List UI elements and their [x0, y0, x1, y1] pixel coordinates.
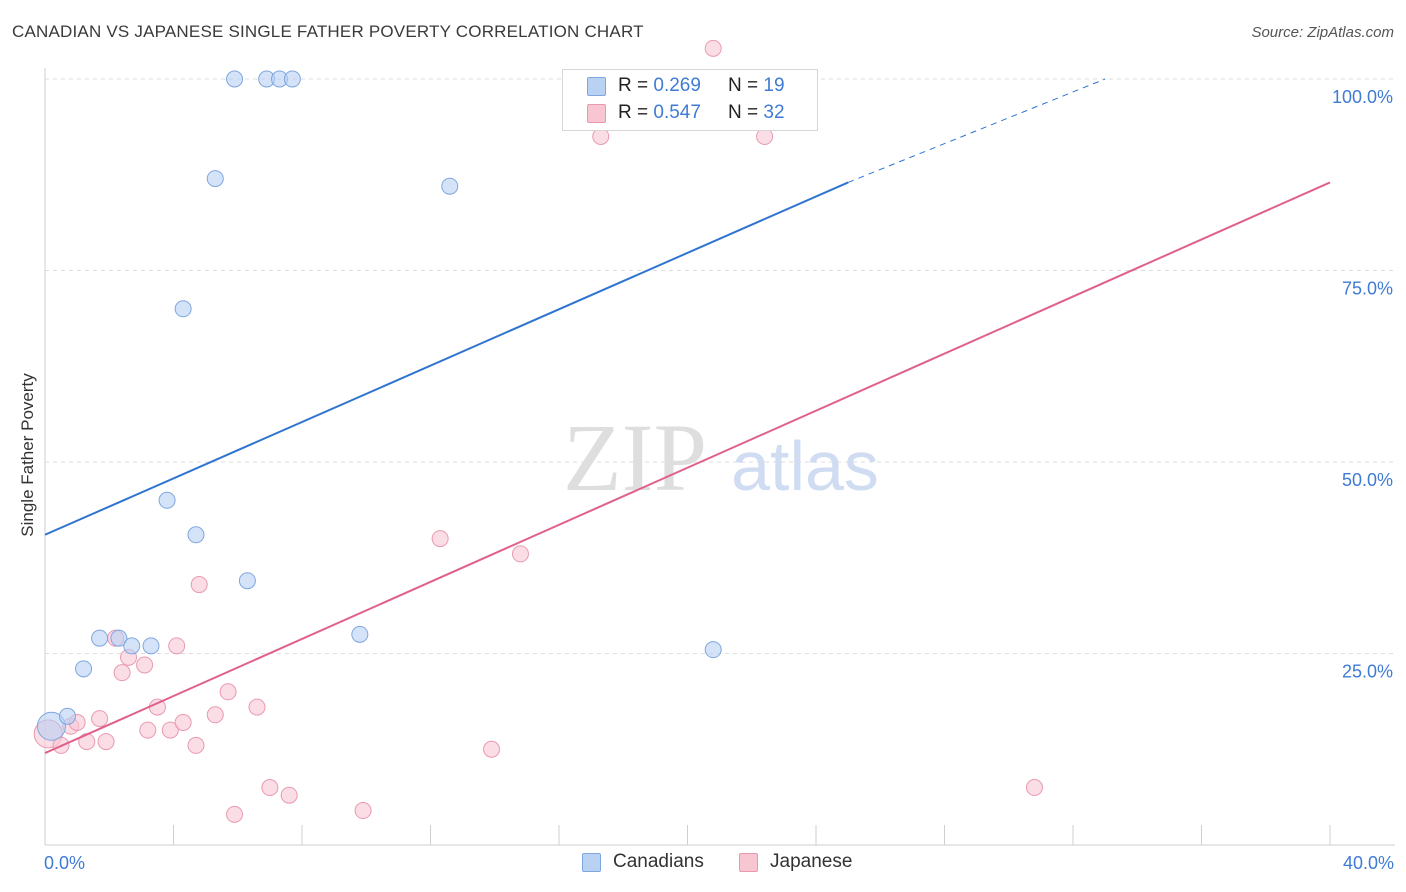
- series-legend: Canadians Japanese: [0, 851, 1406, 877]
- japanese-points: [33, 39, 1043, 823]
- japanese-point: [704, 39, 722, 57]
- source-credit: Source: ZipAtlas.com: [1251, 24, 1394, 41]
- japanese-swatch: [739, 852, 758, 872]
- legend-r-value: 0.547: [653, 102, 701, 123]
- stats-legend: R = 0.269 N = 19 R = 0.547 N = 32: [562, 69, 818, 131]
- japanese-point: [187, 736, 205, 754]
- legend-n-value: 19: [763, 75, 785, 96]
- legend-r-label: R =: [618, 75, 649, 96]
- grid-lines: [45, 78, 1395, 654]
- japanese-point: [431, 530, 449, 548]
- japanese-point: [248, 698, 266, 716]
- legend-r-label: R =: [618, 102, 649, 123]
- x-tick-min: 0.0%: [44, 853, 86, 873]
- x-tick-max: 40.0%: [1342, 853, 1394, 873]
- canadians-trend-extension: [847, 78, 1106, 183]
- japanese-trend-line: [44, 181, 1331, 754]
- japanese-point: [113, 664, 131, 682]
- japanese-point: [97, 733, 115, 751]
- japanese-point: [280, 786, 298, 804]
- japanese-point: [483, 740, 501, 758]
- canadians-trend-line: [44, 181, 849, 536]
- canadians-swatch: [587, 76, 606, 96]
- y-tick-label: 100.0%: [1332, 87, 1393, 107]
- canadian-point: [110, 629, 128, 647]
- canadian-points: [36, 70, 722, 741]
- legend-n-label: N =: [728, 102, 759, 123]
- japanese-point: [226, 805, 244, 823]
- canadian-point: [283, 70, 301, 88]
- canadian-point: [158, 491, 176, 509]
- y-tick-label: 75.0%: [1342, 279, 1393, 299]
- chart-title: CANADIAN VS JAPANESE SINGLE FATHER POVER…: [12, 22, 644, 41]
- japanese-point: [206, 706, 224, 724]
- trend-lines: [44, 78, 1331, 754]
- canadian-point: [351, 625, 369, 643]
- watermark-atlas: atlas: [731, 427, 879, 505]
- legend-n-value: 32: [763, 102, 785, 123]
- canadian-point: [75, 660, 93, 678]
- legend-item-japanese[interactable]: Japanese: [739, 851, 852, 873]
- canadian-point: [36, 711, 66, 741]
- japanese-point: [1025, 779, 1043, 797]
- canadians-swatch: [582, 852, 601, 872]
- y-tick-label: 50.0%: [1342, 470, 1393, 490]
- y-axis-label: Single Father Poverty: [18, 373, 37, 537]
- japanese-point: [261, 779, 279, 797]
- canadian-point: [174, 300, 192, 318]
- canadian-point: [187, 526, 205, 544]
- y-tick-labels: 25.0% 50.0% 75.0% 100.0%: [1332, 87, 1393, 682]
- canadian-point: [238, 572, 256, 590]
- japanese-point: [91, 710, 109, 728]
- legend-r-value: 0.269: [653, 75, 701, 96]
- canadian-point: [123, 637, 141, 655]
- watermark-zip: ZIP: [563, 404, 707, 511]
- japanese-point: [139, 721, 157, 739]
- legend-label-canadians: Canadians: [613, 851, 704, 872]
- japanese-point: [136, 656, 154, 674]
- y-tick-label: 25.0%: [1342, 662, 1393, 682]
- legend-n-label: N =: [728, 75, 759, 96]
- japanese-point: [190, 576, 208, 594]
- japanese-point: [168, 637, 186, 655]
- legend-label-japanese: Japanese: [770, 851, 853, 872]
- canadian-point: [58, 707, 76, 725]
- canadian-point: [704, 641, 722, 659]
- japanese-point: [161, 721, 179, 739]
- japanese-point: [174, 713, 192, 731]
- japanese-point: [354, 802, 372, 820]
- japanese-point: [511, 545, 529, 563]
- japanese-swatch: [587, 103, 606, 123]
- canadian-point: [91, 629, 109, 647]
- japanese-point: [219, 683, 237, 701]
- legend-item-canadians[interactable]: Canadians: [582, 851, 704, 873]
- legend-row-canadians: R = 0.269 N = 19: [587, 74, 785, 98]
- canadian-point: [142, 637, 160, 655]
- canadian-point: [226, 70, 244, 88]
- legend-row-japanese: R = 0.547 N = 32: [587, 101, 785, 125]
- axes: [44, 68, 1395, 846]
- canadian-point: [441, 177, 459, 195]
- canadian-point: [206, 170, 224, 188]
